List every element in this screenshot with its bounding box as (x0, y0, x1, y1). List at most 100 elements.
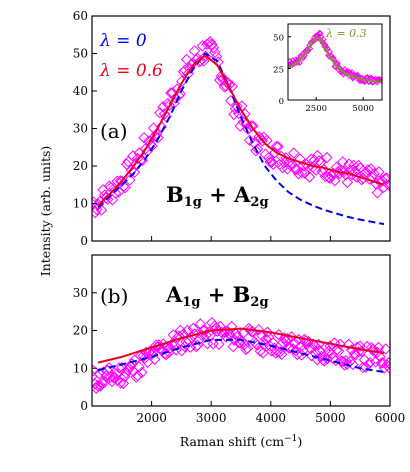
data-marker (289, 163, 302, 176)
data-marker (303, 171, 316, 183)
data-marker (234, 120, 246, 132)
panel-a: 0 10 20 30 40 50 60 (a) B1g + A2g λ = 0 λ = 0.… (73, 9, 391, 248)
data-marker (254, 345, 266, 357)
data-marker (157, 101, 169, 113)
data-marker (315, 350, 328, 363)
data-marker (366, 172, 379, 184)
data-marker (199, 50, 212, 62)
data-marker (262, 152, 275, 164)
x-tick-label: 4000 (256, 411, 287, 425)
data-marker (335, 355, 348, 367)
data-marker (381, 172, 390, 184)
data-marker (149, 353, 161, 366)
inset-legend: λ = 0.3 (325, 27, 367, 40)
x-tick-label: 3000 (196, 411, 227, 425)
fit-line-lambda-0 (97, 52, 385, 226)
panel-b-symmetry-label: A1g + B2g (165, 282, 269, 310)
panel-b-lines (97, 327, 385, 373)
data-marker (207, 42, 220, 54)
data-marker (163, 99, 175, 111)
data-marker (136, 366, 148, 379)
x-tick-label: 6000 (375, 411, 406, 425)
data-marker (384, 362, 390, 375)
data-marker (210, 322, 222, 334)
data-marker (187, 322, 199, 335)
y-tick-label: 30 (73, 286, 88, 300)
data-marker (104, 371, 117, 383)
x-tick-label: 2000 (136, 411, 167, 425)
data-marker (350, 348, 362, 361)
data-marker (327, 352, 339, 365)
data-marker (231, 100, 243, 113)
y-tick-label: 60 (73, 9, 88, 23)
data-marker (348, 69, 356, 76)
data-marker (204, 36, 216, 48)
data-marker (321, 151, 333, 164)
panel-b: 0 10 20 30 2000 3000 4000 5000 6000 (b) A1g + B2… (73, 254, 406, 425)
data-marker (374, 351, 386, 363)
data-marker (238, 338, 251, 351)
data-marker (308, 154, 321, 166)
data-marker (245, 120, 257, 132)
data-marker (113, 362, 125, 374)
data-marker (93, 367, 105, 380)
legend-lambda-06: λ = 0.6 (99, 61, 163, 81)
data-marker (281, 163, 294, 175)
data-marker (378, 77, 382, 84)
inset-fit-line (288, 35, 382, 84)
data-marker (336, 156, 349, 168)
data-marker (171, 83, 183, 95)
data-marker (348, 159, 360, 172)
y-tick-label: 0 (80, 234, 88, 248)
data-marker (94, 380, 107, 392)
y-tick-label: 30 (73, 122, 88, 136)
data-marker (92, 382, 102, 394)
y-tick-label: 0 (279, 97, 284, 107)
data-marker (119, 181, 131, 194)
data-marker (341, 358, 353, 370)
data-marker (322, 171, 335, 184)
data-marker (274, 346, 286, 358)
data-marker (150, 128, 163, 140)
data-marker (256, 135, 268, 147)
inset-lines (288, 35, 382, 84)
data-marker (126, 358, 138, 370)
y-tick-label: 10 (73, 197, 88, 211)
data-marker (384, 180, 390, 192)
data-marker (213, 338, 225, 350)
y-tick-label: 10 (73, 361, 88, 375)
data-marker (124, 174, 136, 186)
data-marker (311, 354, 323, 366)
y-tick-label: 40 (73, 84, 88, 98)
data-marker (288, 337, 301, 349)
data-marker (255, 132, 267, 145)
data-marker (226, 320, 238, 333)
data-marker (120, 367, 132, 379)
data-marker (197, 324, 209, 337)
inset-frame (287, 23, 383, 101)
data-marker (332, 345, 345, 357)
data-marker (166, 87, 179, 99)
x-tick-label: 2500 (305, 104, 327, 114)
data-marker (310, 347, 322, 360)
data-marker (368, 168, 380, 180)
data-marker (173, 330, 185, 342)
fit-line-lambda-06 (97, 327, 385, 364)
data-marker (196, 40, 209, 52)
data-marker (92, 196, 100, 208)
data-marker (320, 341, 332, 354)
x-axis-label: Raman shift (cm−1) (180, 434, 302, 449)
legend-lambda-0: λ = 0 (99, 31, 147, 51)
data-marker (364, 356, 376, 369)
data-marker (133, 361, 145, 373)
data-marker (344, 164, 357, 177)
panel-a-lines (97, 52, 385, 226)
data-marker (260, 333, 272, 345)
data-marker (193, 56, 205, 68)
y-axis-label: Intensity (arb. units) (38, 146, 53, 277)
data-marker (221, 76, 234, 89)
data-marker (360, 361, 372, 373)
y-tick-label: 50 (73, 47, 88, 61)
data-marker (209, 46, 221, 59)
